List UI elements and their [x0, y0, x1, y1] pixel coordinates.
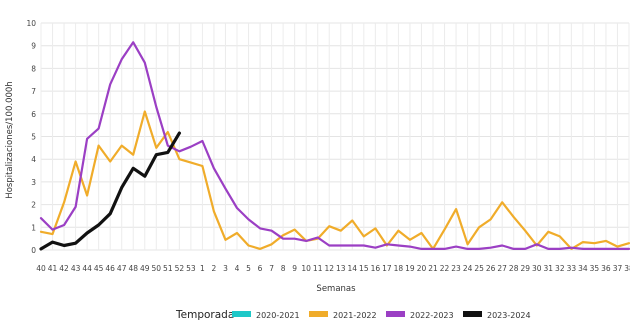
x-tick-label: 10: [301, 264, 311, 273]
x-tick-label: 50: [152, 264, 162, 273]
x-tick-label: 12: [324, 264, 334, 273]
x-tick-label: 40: [36, 264, 46, 273]
x-tick-label: 7: [269, 264, 274, 273]
x-tick-label: 3: [223, 264, 228, 273]
x-tick-label: 38: [624, 264, 630, 273]
x-tick-label: 11: [313, 264, 323, 273]
legend: Temporada 2020-2021 2021-2022 2022-2023 202…: [175, 309, 531, 321]
y-axis: 0 1 2 3 4 5 6 7 8 9 10: [26, 19, 36, 255]
x-tick-label: 53: [186, 264, 196, 273]
y-tick-label: 1: [31, 223, 36, 232]
x-tick-label: 4: [235, 264, 240, 273]
x-tick-label: 45: [94, 264, 104, 273]
legend-label-2022-2023: 2022-2023: [410, 311, 454, 320]
x-tick-label: 44: [82, 264, 92, 273]
x-tick-label: 24: [463, 264, 473, 273]
y-tick-label: 5: [31, 133, 36, 142]
y-tick-label: 8: [31, 64, 36, 73]
series-line-2022-2023: [39, 41, 630, 250]
x-tick-label: 34: [578, 264, 588, 273]
y-tick-label: 0: [31, 246, 36, 255]
x-tick-label: 31: [544, 264, 554, 273]
y-tick-label: 6: [31, 110, 36, 119]
x-tick-label: 48: [128, 264, 138, 273]
y-tick-label: 10: [26, 19, 36, 28]
y-axis-title: Hospitalizaciones/100.000h: [5, 81, 15, 198]
x-tick-label: 37: [613, 264, 623, 273]
x-tick-label: 17: [382, 264, 392, 273]
series-group: [39, 41, 630, 251]
series-line-2021-2022: [39, 110, 630, 250]
x-tick-label: 15: [359, 264, 369, 273]
legend-label-2023-2024: 2023-2024: [487, 311, 531, 320]
x-tick-label: 26: [486, 264, 496, 273]
x-tick-label: 21: [428, 264, 438, 273]
series-line-2023-2024: [39, 131, 181, 251]
legend-swatch-2021-2022: [309, 311, 328, 317]
x-tick-label: 43: [71, 264, 81, 273]
x-tick-label: 5: [246, 264, 251, 273]
x-tick-label: 35: [590, 264, 600, 273]
x-axis: 40 41 42 43 44 45 46 47 48 49 50 51 52 53 1 2 3 4 5 6 7 8 9 10 1…: [36, 264, 630, 273]
x-tick-label: 19: [405, 264, 415, 273]
legend-label-2020-2021: 2020-2021: [256, 311, 300, 320]
x-tick-label: 28: [509, 264, 519, 273]
x-tick-label: 42: [59, 264, 69, 273]
x-tick-label: 2: [212, 264, 217, 273]
x-tick-label: 18: [394, 264, 404, 273]
x-tick-label: 52: [175, 264, 185, 273]
x-tick-label: 27: [497, 264, 507, 273]
legend-swatch-2022-2023: [386, 311, 405, 317]
x-tick-label: 47: [117, 264, 127, 273]
grid: [40, 22, 630, 251]
y-tick-label: 2: [31, 201, 36, 210]
y-tick-label: 9: [31, 42, 36, 51]
y-tick-label: 4: [31, 155, 36, 164]
y-tick-label: 7: [31, 87, 36, 96]
x-tick-label: 20: [417, 264, 427, 273]
x-tick-label: 32: [555, 264, 565, 273]
x-tick-label: 33: [567, 264, 577, 273]
y-tick-label: 3: [31, 178, 36, 187]
x-tick-label: 46: [105, 264, 115, 273]
x-axis-title: Semanas: [316, 284, 356, 294]
x-tick-label: 1: [200, 264, 205, 273]
x-tick-label: 14: [348, 264, 358, 273]
legend-label-2021-2022: 2021-2022: [333, 311, 377, 320]
x-tick-label: 9: [292, 264, 297, 273]
x-tick-label: 29: [520, 264, 530, 273]
x-tick-label: 41: [48, 264, 58, 273]
legend-title: Temporada: [175, 309, 234, 321]
x-tick-label: 51: [163, 264, 173, 273]
x-tick-label: 16: [371, 264, 381, 273]
x-tick-label: 25: [474, 264, 484, 273]
x-tick-label: 23: [451, 264, 461, 273]
legend-swatch-2023-2024: [463, 311, 482, 317]
x-tick-label: 30: [532, 264, 542, 273]
legend-swatch-2020-2021: [232, 311, 251, 317]
x-tick-label: 49: [140, 264, 150, 273]
x-tick-label: 22: [440, 264, 450, 273]
x-tick-label: 36: [601, 264, 611, 273]
x-tick-label: 6: [258, 264, 263, 273]
x-tick-label: 13: [336, 264, 346, 273]
x-tick-label: 8: [281, 264, 286, 273]
